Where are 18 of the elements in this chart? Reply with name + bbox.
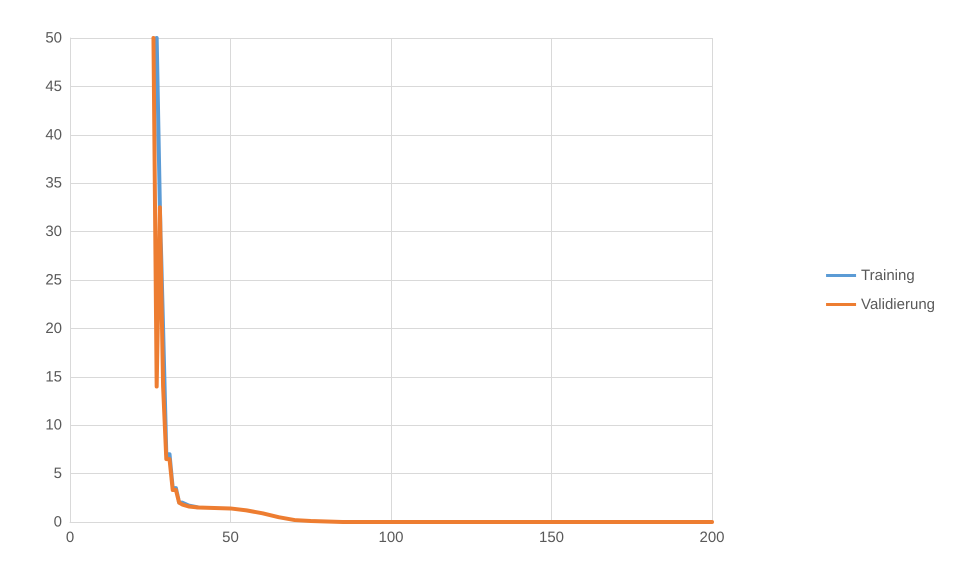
x-tick-label: 200 xyxy=(699,529,725,546)
y-tick-label: 25 xyxy=(45,272,62,288)
y-tick-label: 0 xyxy=(54,514,62,530)
y-tick-label: 5 xyxy=(54,465,62,482)
y-tick-label: 20 xyxy=(45,320,62,337)
x-tick-label: 0 xyxy=(66,529,74,546)
y-tick-label: 50 xyxy=(45,30,62,46)
y-tick-label: 35 xyxy=(45,174,62,192)
y-tick-label: 40 xyxy=(45,126,62,144)
legend-label: Validierung xyxy=(861,296,936,313)
legend-label: Training xyxy=(861,267,915,284)
y-tick-label: 45 xyxy=(45,78,62,95)
x-tick-label: 150 xyxy=(538,529,564,546)
y-tick-label: 30 xyxy=(45,223,62,240)
y-tick-label: 15 xyxy=(45,368,62,386)
x-tick-label: 100 xyxy=(378,529,404,546)
x-tick-label: 50 xyxy=(222,529,239,546)
y-tick-label: 10 xyxy=(45,416,62,434)
